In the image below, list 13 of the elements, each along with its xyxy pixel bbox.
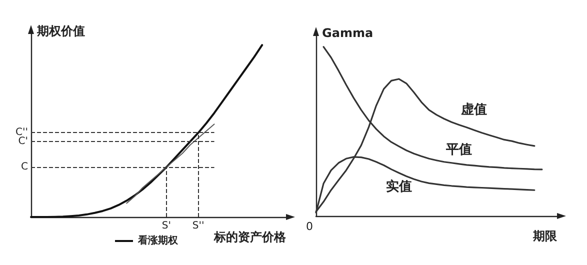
series-label: 平值 bbox=[445, 142, 472, 158]
legend-label: 看涨期权 bbox=[137, 234, 179, 246]
y-axis-title: 期权价值 bbox=[36, 24, 85, 38]
x-axis-title: 期限 bbox=[532, 229, 558, 243]
x-tick-label: S' bbox=[162, 220, 172, 232]
series-label: 实值 bbox=[386, 178, 412, 194]
ref-line-label: C bbox=[21, 162, 28, 173]
x-axis-title: 标的资产价格 bbox=[213, 230, 287, 244]
series-label: 虚值 bbox=[460, 102, 488, 118]
y-axis-title: Gamma bbox=[322, 26, 374, 40]
ref-line-label: C' bbox=[18, 136, 28, 147]
x-tick-label: S'' bbox=[192, 220, 204, 232]
text: 0 bbox=[306, 220, 313, 233]
